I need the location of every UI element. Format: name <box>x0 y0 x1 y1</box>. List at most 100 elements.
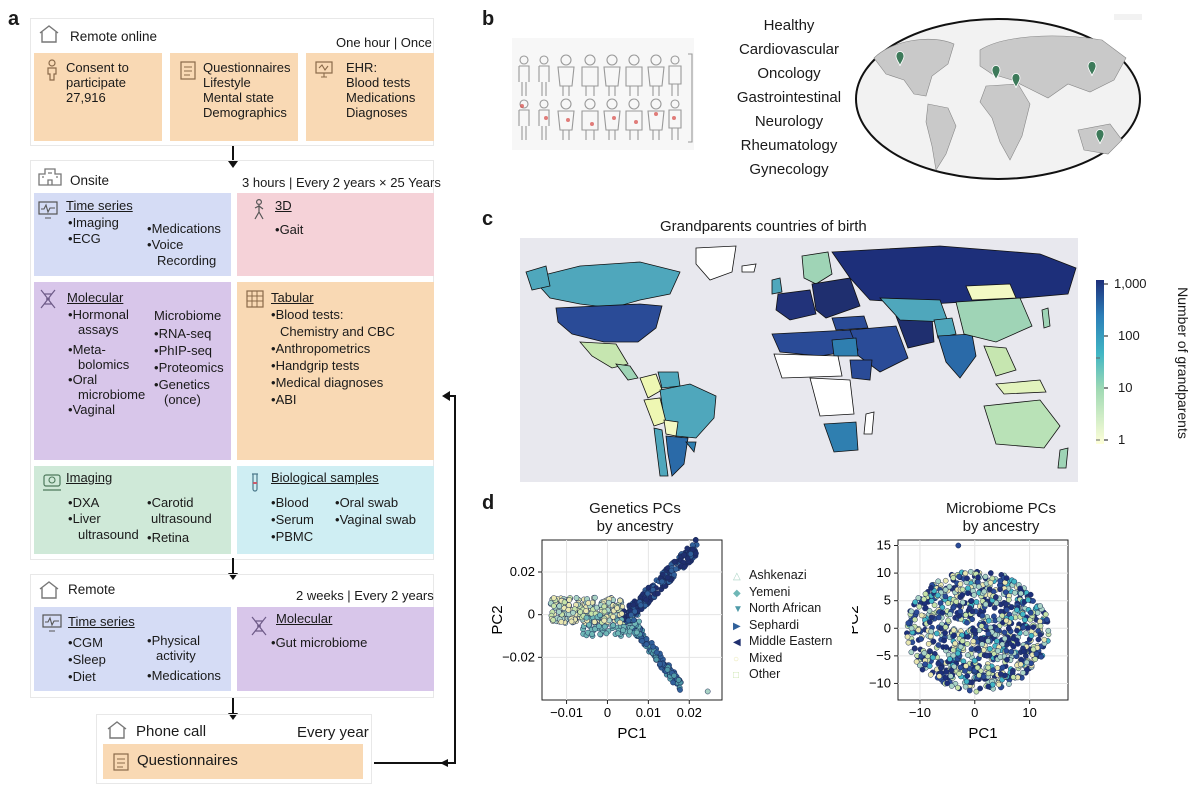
scatter-point <box>1045 627 1052 634</box>
onsite-frequency: 3 hours | Every 2 years × 25 Years <box>242 175 441 190</box>
scatter-point <box>904 633 911 640</box>
group-bracket <box>688 53 693 143</box>
scatter-point <box>1037 603 1043 609</box>
panel-c-label: c <box>482 208 494 230</box>
scatter-point <box>959 599 966 606</box>
genetics-title-line1: Genetics PCs <box>589 500 681 517</box>
ehr-item: Diagnoses <box>346 105 408 120</box>
scatter-point <box>928 598 935 604</box>
scatter-point <box>978 623 985 629</box>
scatter-point <box>953 598 960 605</box>
q-item: Lifestyle <box>203 75 251 90</box>
mol-item: Hormonal <box>68 307 145 322</box>
scatter-point <box>1041 636 1048 643</box>
q-item: Mental state <box>203 90 274 105</box>
scatter-point <box>671 672 677 679</box>
colorbar-tick-label: 1,000 <box>1114 276 1147 291</box>
scatter-point <box>950 647 957 653</box>
panel-b-label: b <box>482 8 495 30</box>
scatter-point <box>1037 631 1044 638</box>
scatter-point <box>942 630 948 636</box>
scatter-point <box>1004 656 1010 663</box>
scatter-point <box>617 597 623 604</box>
scatter-point <box>655 590 661 597</box>
scatter-point <box>1019 611 1026 618</box>
scatter-point <box>969 616 976 623</box>
country-uk <box>771 277 783 295</box>
scatter-point <box>951 632 957 639</box>
scatter-point <box>916 662 923 669</box>
scatter-point <box>922 605 929 611</box>
colorbar-tick-label: 10 <box>1118 380 1133 395</box>
scatter-point <box>1001 635 1008 642</box>
scatter-point <box>601 603 608 610</box>
country-argentina <box>665 435 689 477</box>
scatter-point <box>975 645 982 651</box>
scatter-point <box>620 627 626 634</box>
scatter-point <box>677 687 683 693</box>
country-usa <box>555 303 663 343</box>
panel-d-label: d <box>482 492 495 514</box>
scatter-point <box>966 605 973 611</box>
scatter-point <box>943 669 950 675</box>
home-icon <box>39 581 59 599</box>
scatter-point <box>955 542 962 549</box>
scatter-point <box>959 638 966 644</box>
clipboard-icon <box>113 753 129 771</box>
scatter-point <box>956 671 962 677</box>
scatter-point <box>1028 632 1035 639</box>
world-map-sites <box>855 14 1142 180</box>
phone-questionnaires: Questionnaires <box>137 752 238 769</box>
ts-item: ECG <box>68 231 119 247</box>
scatter-point <box>985 630 992 637</box>
scatter-point <box>968 598 975 604</box>
scatter-point <box>946 583 953 590</box>
rts-item: Diet <box>68 668 106 685</box>
y-tick-label: −10 <box>869 675 891 690</box>
scatter-point <box>650 643 656 650</box>
scatter-point <box>1011 578 1018 585</box>
person-figure <box>647 98 665 140</box>
scatter-point <box>908 625 915 632</box>
scatter-point <box>1001 629 1008 636</box>
consent-count: 27,916 <box>66 90 106 105</box>
scatter-point <box>625 617 632 624</box>
scatter-point <box>592 626 598 632</box>
scatter-point <box>1003 647 1010 654</box>
person-figure <box>625 98 643 140</box>
scatter-point <box>925 641 932 647</box>
scatter-point <box>979 641 985 648</box>
country-greenland <box>695 245 737 281</box>
scatter-point <box>956 573 962 580</box>
tab-item: Chemistry and CBC <box>280 324 395 339</box>
site-pin-icon <box>1095 129 1105 145</box>
time-series-title: Time series <box>66 198 133 213</box>
scatter-point <box>1014 627 1020 634</box>
country-scandinavia <box>801 251 833 285</box>
scatter-point <box>605 599 612 606</box>
mol-item: (once) <box>164 392 201 407</box>
scatter-point <box>565 606 572 613</box>
scatter-point <box>971 657 978 664</box>
walking-person-icon <box>254 199 264 220</box>
genetics-pca-chart: −0.01 0 0.01 0.02 −0.02 0 0.02 PC1 PC2 <box>489 536 723 742</box>
three-d-item: Gait <box>275 222 304 237</box>
scatter-point <box>630 617 637 623</box>
test-tube-icon <box>252 473 258 492</box>
country-western-europe <box>775 289 817 321</box>
scatter-point <box>982 601 989 608</box>
scatter-point <box>987 579 994 586</box>
person-figure <box>538 99 550 140</box>
scatter-point <box>1020 669 1026 676</box>
scatter-point <box>1003 617 1010 624</box>
scatter-point <box>918 636 924 642</box>
legend-label: Sephardi <box>749 617 800 632</box>
y-tick-label: 15 <box>877 538 891 553</box>
country-australia <box>983 399 1061 449</box>
scatter-point <box>980 647 987 653</box>
scatter-point <box>964 619 970 626</box>
scatter-point <box>639 638 645 644</box>
scatter-point <box>950 575 957 581</box>
person-figure <box>581 54 599 96</box>
scatter-point <box>911 645 918 652</box>
